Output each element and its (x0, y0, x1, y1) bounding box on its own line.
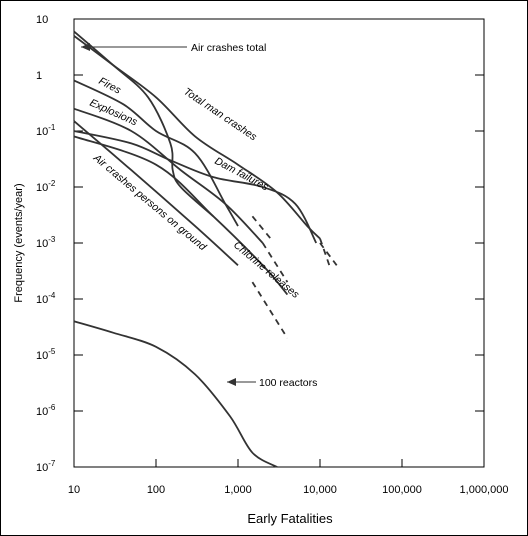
curve-total-man-crashes-dashed (319, 238, 331, 266)
x-tick-label: 100,000 (382, 484, 422, 496)
y-axis-title: Frequency (events/year) (13, 183, 25, 302)
y-tick-label: 10-6 (36, 403, 56, 418)
plot-area-border (73, 18, 485, 468)
y-tick-label: 1 (36, 70, 42, 82)
label-fires: Fires (97, 75, 124, 97)
y-tick-label: 10-3 (36, 235, 56, 250)
curve-total-man-crashes (73, 35, 321, 240)
y-tick-label: 10-2 (36, 179, 56, 194)
arrowhead-air-crashes-total (81, 43, 90, 51)
x-tick-label: 100 (147, 484, 165, 496)
curve-fires (73, 79, 239, 227)
curve-air-crashes-persons-on-ground-dashed (251, 281, 289, 339)
x-tick-label: 10,000 (303, 484, 337, 496)
tick-group: 10 100 1,000 10,000 100,000 1,000,000 10 1 10-1 1… (36, 14, 508, 496)
x-tick-label: 1,000 (224, 484, 252, 496)
curve-dam-failures (73, 130, 318, 244)
y-tick-label: 10-4 (36, 291, 56, 306)
label-air-crashes-persons-on-ground: Air crashes persons on ground (90, 151, 209, 253)
x-tick-label: 1,000,000 (460, 484, 509, 496)
curve-chlorine-releases (73, 135, 289, 296)
curve-fires-dashed (251, 215, 272, 240)
label-chlorine-releases: Chlorine releases (231, 239, 302, 301)
y-tick-label: 10-1 (36, 123, 56, 138)
arrowhead-100-reactors (227, 378, 236, 386)
y-tick-label: 10-5 (36, 347, 56, 362)
x-axis-title: Early Fatalities (247, 511, 333, 526)
x-tick-label: 10 (68, 484, 80, 496)
label-dam-failures: Dam failures (213, 155, 271, 194)
annotation-100-reactors: 100 reactors (259, 377, 317, 389)
annotation-air-crashes-total: Air crashes total (191, 42, 266, 54)
curve-100-reactors (73, 320, 278, 468)
curve-explosions-dashed (261, 242, 289, 283)
curve-dam-failures-dashed (319, 242, 338, 266)
label-explosions: Explosions (88, 97, 140, 129)
curve-explosions (73, 107, 264, 244)
y-tick-label: 10-7 (36, 459, 56, 474)
curve-air-crashes-total (73, 30, 214, 217)
y-tick-label: 10 (36, 14, 48, 26)
curve-group (73, 30, 338, 468)
curve-air-crashes-persons-on-ground (73, 120, 239, 266)
